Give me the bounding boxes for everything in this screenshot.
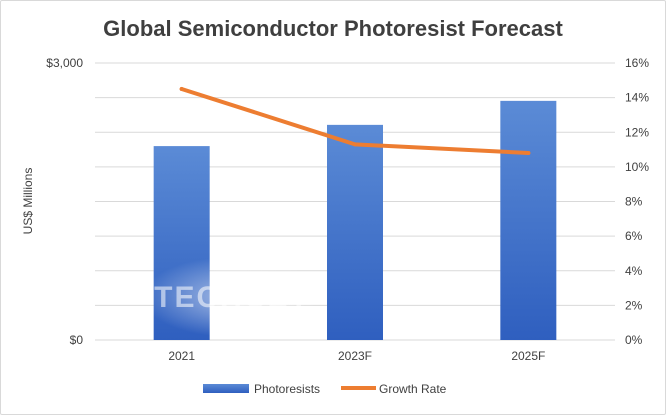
growth-rate-line bbox=[179, 86, 531, 156]
bar-photoresists bbox=[500, 100, 557, 341]
chart-title: Global Semiconductor Photoresist Forecas… bbox=[103, 16, 563, 41]
growth-rate-point bbox=[526, 151, 531, 156]
legend: Photoresists Growth Rate bbox=[203, 382, 447, 396]
y2-axis-tick-label: 8% bbox=[625, 195, 643, 209]
y-axis-label: US$ Millions bbox=[21, 168, 35, 235]
y2-axis-tick-label: 0% bbox=[625, 333, 643, 347]
legend-label-growth-rate: Growth Rate bbox=[379, 382, 447, 396]
y2-axis-tick-label: 4% bbox=[625, 264, 643, 278]
legend-label-photoresists: Photoresists bbox=[254, 382, 320, 396]
watermark-text: TECHCET bbox=[154, 281, 310, 314]
growth-rate-point bbox=[353, 142, 357, 147]
x-axis-tick-label: 2021 bbox=[168, 349, 195, 363]
watermark-glow bbox=[142, 257, 322, 337]
y2-axis-tick-label: 14% bbox=[625, 91, 649, 105]
y-axis-tick-label: $3,000 bbox=[46, 56, 83, 70]
bars bbox=[153, 100, 557, 341]
y2-axis-tick-label: 12% bbox=[625, 125, 649, 139]
y2-axis-tick-label: 6% bbox=[625, 229, 643, 243]
y2-axis-tick-label: 2% bbox=[625, 298, 643, 312]
bar-photoresists bbox=[327, 124, 383, 340]
growth-rate-point bbox=[179, 86, 184, 91]
axes: $0 $3,000 0% 2% 4% 6% 8% 10% 12% 14% 16% 2021 2023F 2… bbox=[46, 56, 649, 363]
x-axis-tick-label: 2025F bbox=[511, 349, 545, 363]
y2-axis-tick-label: 10% bbox=[625, 160, 649, 174]
y-axis-tick-label: $0 bbox=[70, 333, 84, 347]
legend-swatch-photoresists bbox=[203, 384, 249, 393]
x-axis-tick-label: 2023F bbox=[338, 349, 372, 363]
y2-axis-tick-label: 16% bbox=[625, 56, 649, 70]
watermark: TECHCET bbox=[142, 257, 322, 337]
